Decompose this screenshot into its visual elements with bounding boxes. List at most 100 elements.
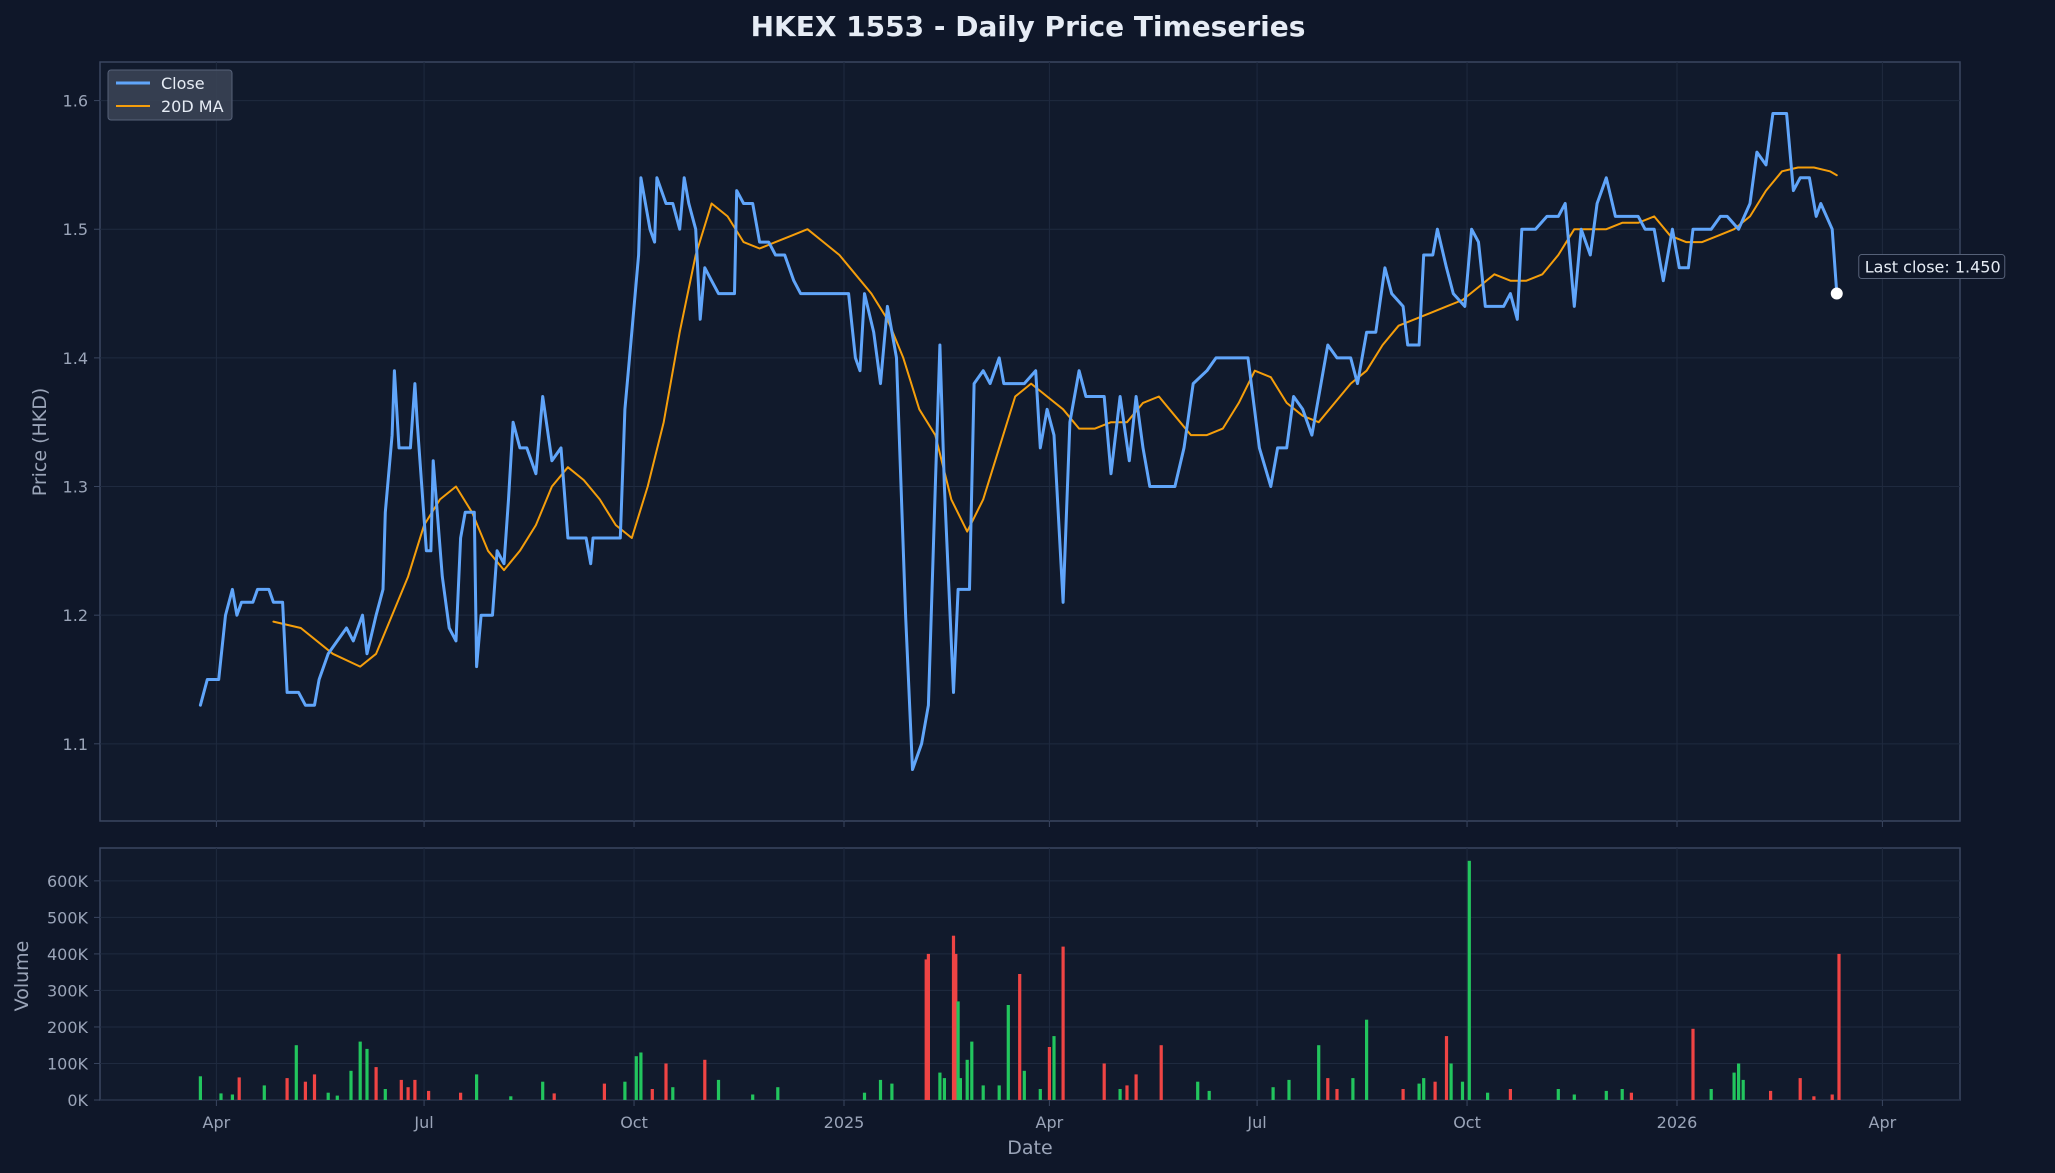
legend-label-ma: 20D MA bbox=[161, 97, 224, 116]
x-tick-label: Jul bbox=[413, 1113, 433, 1132]
volume-bar bbox=[1018, 974, 1022, 1100]
volume-bar bbox=[1556, 1089, 1560, 1100]
volume-bar bbox=[926, 953, 930, 1100]
price-y-tick-label: 1.3 bbox=[63, 478, 88, 497]
volume-bar bbox=[1196, 1081, 1200, 1100]
volume-bar bbox=[954, 953, 958, 1100]
volume-bar bbox=[1038, 1089, 1042, 1100]
volume-bar bbox=[1604, 1090, 1608, 1100]
volume-bar bbox=[1709, 1089, 1713, 1100]
volume-bar bbox=[965, 1059, 969, 1100]
volume-bar bbox=[303, 1081, 307, 1100]
volume-bar bbox=[970, 1041, 974, 1100]
volume-bar bbox=[219, 1093, 223, 1100]
volume-bar bbox=[1812, 1096, 1816, 1100]
volume-y-tick-label: 0K bbox=[67, 1091, 88, 1110]
volume-y-tick-label: 300K bbox=[47, 981, 89, 1000]
volume-bar bbox=[1769, 1090, 1773, 1100]
volume-bar bbox=[1741, 1079, 1745, 1100]
volume-bar bbox=[664, 1063, 668, 1100]
volume-bar bbox=[1508, 1089, 1512, 1100]
volume-bar bbox=[358, 1041, 362, 1100]
volume-y-tick-label: 200K bbox=[47, 1018, 89, 1037]
close-price-line bbox=[198, 112, 1839, 771]
volume-bar bbox=[634, 1056, 638, 1100]
volume-bar bbox=[399, 1079, 403, 1100]
volume-bar bbox=[237, 1077, 241, 1100]
price-y-axis-title: Price (HKD) bbox=[29, 388, 51, 497]
volume-bar bbox=[1629, 1092, 1633, 1100]
last-close-marker bbox=[1830, 287, 1843, 300]
volume-bar bbox=[1830, 1094, 1834, 1100]
volume-bar bbox=[1691, 1028, 1695, 1100]
volume-bar bbox=[475, 1074, 479, 1100]
volume-bar bbox=[1326, 1078, 1330, 1100]
volume-bar bbox=[1737, 1063, 1741, 1100]
volume-bar bbox=[716, 1079, 721, 1100]
volume-bar bbox=[981, 1085, 985, 1100]
volume-bar bbox=[623, 1081, 627, 1100]
price-y-tick-label: 1.4 bbox=[63, 349, 88, 368]
volume-bar bbox=[1798, 1078, 1802, 1100]
volume-bars bbox=[198, 860, 1841, 1100]
price-x-tick-marks bbox=[215, 821, 1883, 827]
volume-bar bbox=[427, 1090, 431, 1100]
volume-bar bbox=[349, 1070, 353, 1100]
volume-bar bbox=[1125, 1085, 1129, 1100]
volume-bar bbox=[459, 1092, 463, 1100]
chart-title: HKEX 1553 - Daily Price Timeseries bbox=[751, 10, 1306, 43]
price-y-tick-label: 1.2 bbox=[63, 606, 88, 625]
volume-bar bbox=[294, 1045, 298, 1100]
last-close-label-box bbox=[1858, 254, 2006, 280]
volume-bar bbox=[639, 1052, 643, 1100]
volume-bar bbox=[1134, 1074, 1138, 1100]
volume-bar bbox=[1052, 1036, 1056, 1100]
x-tick-label: Apr bbox=[1869, 1113, 1897, 1132]
volume-bar bbox=[1444, 1036, 1449, 1100]
x-tick-label: Jul bbox=[1246, 1113, 1266, 1132]
x-tick-label: Apr bbox=[203, 1113, 231, 1132]
volume-y-tick-label: 400K bbox=[47, 945, 89, 964]
x-tick-label: Oct bbox=[1453, 1113, 1481, 1132]
volume-y-tick-label: 600K bbox=[47, 872, 89, 891]
volume-bar bbox=[1417, 1083, 1421, 1100]
volume-bar bbox=[262, 1085, 266, 1100]
legend: Close 20D MA bbox=[107, 69, 233, 121]
volume-bar bbox=[1460, 1081, 1465, 1100]
volume-bar bbox=[1102, 1063, 1106, 1100]
volume-bar bbox=[365, 1048, 369, 1100]
volume-bar bbox=[1287, 1079, 1291, 1100]
volume-bar bbox=[751, 1094, 755, 1100]
volume-bar bbox=[1449, 1063, 1453, 1100]
price-series bbox=[198, 112, 1839, 771]
volume-bar bbox=[1061, 946, 1065, 1100]
volume-bar bbox=[1401, 1089, 1405, 1100]
volume-bar bbox=[878, 1079, 883, 1100]
price-y-tick-label: 1.1 bbox=[63, 735, 88, 754]
volume-bar bbox=[1572, 1094, 1576, 1100]
legend-label-close: Close bbox=[161, 74, 205, 93]
volume-bar bbox=[1159, 1045, 1163, 1100]
price-grid bbox=[100, 62, 1960, 821]
volume-bar bbox=[312, 1074, 317, 1100]
volume-bar bbox=[938, 1072, 942, 1100]
price-y-tick-label: 1.5 bbox=[63, 220, 88, 239]
x-tick-label: 2025 bbox=[824, 1113, 865, 1132]
last-close-label: Last close: 1.450 bbox=[1865, 258, 2001, 277]
volume-bar bbox=[602, 1083, 606, 1100]
volume-bar bbox=[1351, 1078, 1355, 1100]
volume-bar bbox=[924, 959, 928, 1100]
volume-y-axis-title: Volume bbox=[11, 941, 33, 1012]
volume-bar bbox=[890, 1083, 894, 1100]
volume-bar bbox=[1837, 953, 1841, 1100]
volume-bar bbox=[1467, 860, 1471, 1100]
volume-y-tick-label: 500K bbox=[47, 908, 89, 927]
price-panel bbox=[99, 61, 1961, 822]
volume-bar bbox=[1422, 1078, 1426, 1100]
price-y-ticks: 1.1 1.2 1.3 1.4 1.5 1.6 bbox=[63, 92, 100, 754]
volume-bar bbox=[1118, 1089, 1122, 1100]
volume-bar bbox=[958, 1078, 962, 1100]
volume-bar bbox=[1207, 1090, 1211, 1100]
volume-grid bbox=[100, 848, 1960, 1101]
